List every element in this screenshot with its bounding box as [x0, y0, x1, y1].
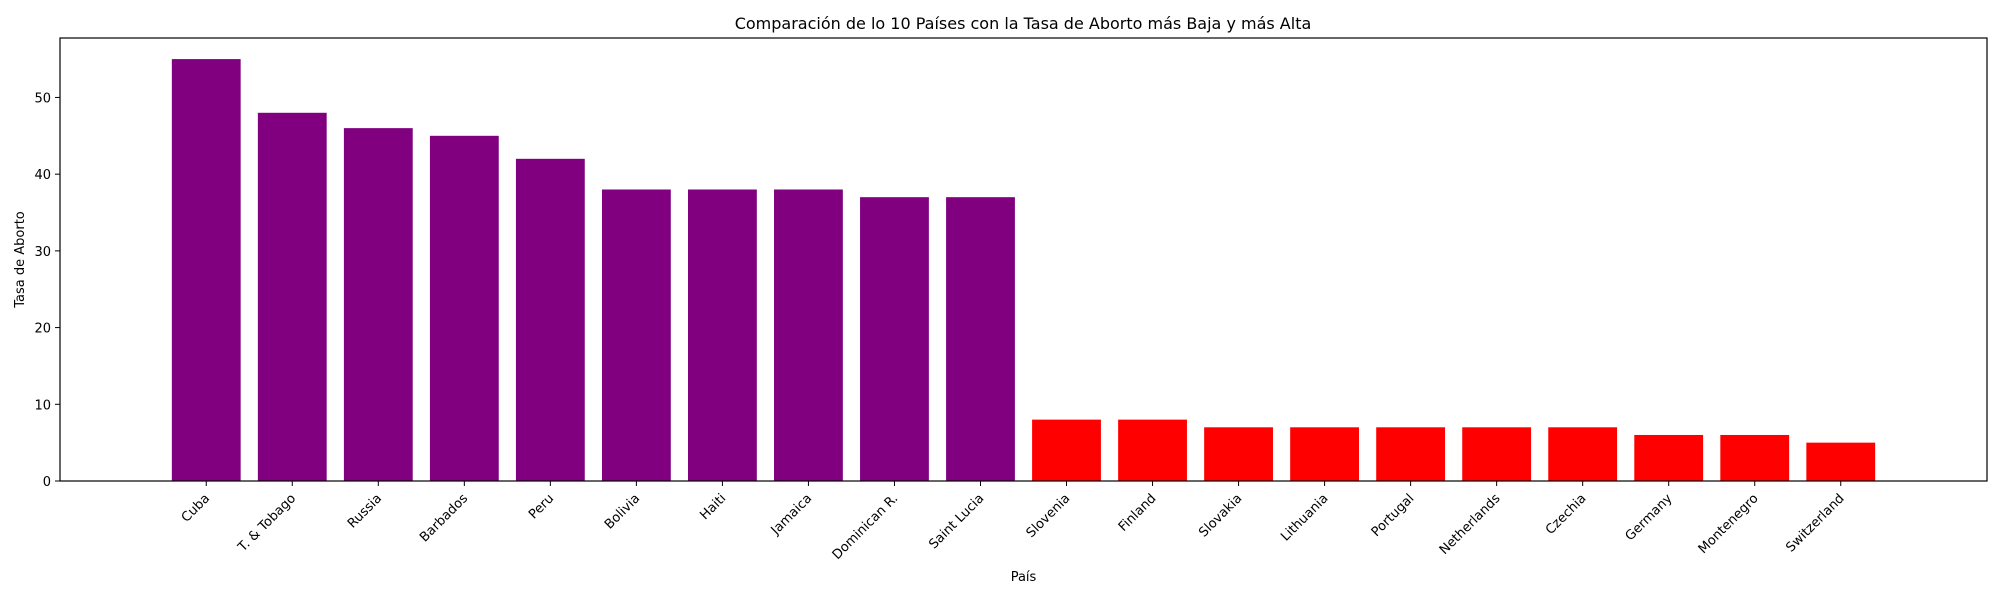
x-tick-label: Dominican R.: [830, 491, 902, 563]
bar: [171, 59, 241, 481]
x-tick-label: Barbados: [417, 491, 471, 545]
bar: [515, 158, 585, 481]
x-axis: Cuba T. & Tobago Russia Barbados Peru Bolivia…: [179, 481, 1848, 563]
bar: [946, 197, 1015, 482]
y-tick-label: 40: [34, 168, 51, 183]
plot-frame: [59, 37, 1988, 482]
bar: [1032, 419, 1101, 481]
bar: [688, 189, 757, 481]
bar: [774, 189, 843, 481]
bar: [1290, 427, 1359, 481]
bar: [1204, 427, 1273, 481]
x-tick-label: Czechia: [1543, 491, 1590, 538]
x-tick-label: Haiti: [697, 491, 729, 523]
x-tick-label: T. & Tobago: [235, 491, 299, 555]
x-tick-label: Cuba: [179, 491, 213, 525]
bar: [1548, 427, 1618, 481]
x-tick-label: Germany: [1623, 491, 1676, 544]
bar: [1720, 434, 1790, 481]
bar: [343, 128, 413, 481]
x-tick-label: Switzerland: [1783, 491, 1847, 555]
bar: [1462, 427, 1532, 481]
y-tick-label: 20: [34, 322, 51, 337]
y-axis: 0 10 20 30 40 50: [34, 91, 60, 490]
x-tick-label: Finland: [1116, 491, 1159, 534]
bar: [257, 112, 327, 481]
x-tick-label: Peru: [526, 491, 557, 522]
bar: [1806, 442, 1876, 481]
x-tick-label: Montenegro: [1696, 491, 1762, 557]
x-tick-label: Saint Lucia: [926, 491, 987, 552]
y-axis-label: Tasa de Aborto: [13, 211, 28, 309]
bar: [1634, 434, 1704, 481]
x-tick-label: Slovakia: [1196, 491, 1245, 540]
bar: [1376, 427, 1446, 481]
x-tick-label: Russia: [345, 491, 385, 531]
bar: [601, 189, 671, 481]
bar: [429, 135, 499, 481]
x-axis-label: País: [1011, 570, 1037, 585]
bar: [860, 197, 929, 482]
bar: [1118, 419, 1187, 481]
chart-title: Comparación de lo 10 Países con la Tasa …: [735, 14, 1312, 33]
x-tick-label: Netherlands: [1437, 491, 1504, 558]
y-tick-label: 50: [34, 91, 51, 106]
bars-group: [171, 59, 1876, 482]
y-tick-label: 10: [34, 398, 51, 413]
x-tick-label: Lithuania: [1278, 491, 1331, 544]
x-tick-label: Portugal: [1369, 491, 1418, 540]
x-tick-label: Slovenia: [1024, 491, 1074, 541]
x-tick-label: Bolivia: [602, 491, 643, 532]
y-tick-label: 30: [34, 245, 51, 260]
x-tick-label: Jamaica: [768, 491, 815, 538]
y-tick-label: 0: [43, 475, 51, 490]
